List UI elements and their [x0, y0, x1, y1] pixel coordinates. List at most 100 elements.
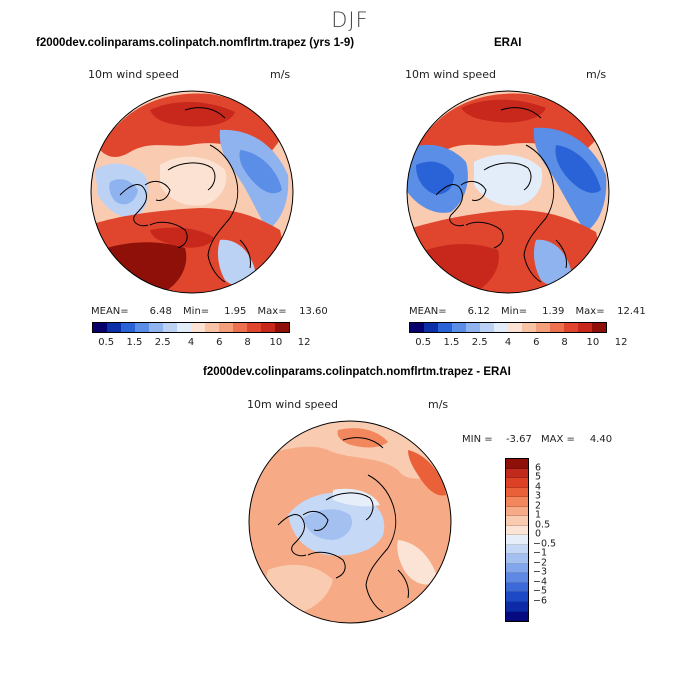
season-title: DJF	[331, 8, 369, 32]
diff-colorbar-tick-label: 1	[535, 509, 542, 521]
obs-colorbar-ticks: 0.5 1.5 2.5 4 6 8 10 12	[409, 337, 627, 351]
obs-colorbar-swatch	[508, 323, 522, 332]
diff-colorbar-swatch	[506, 459, 528, 469]
obs-colorbar-tick-label: 10	[586, 337, 600, 348]
obs-panel-title: ERAI	[494, 37, 522, 49]
model-colorbar-ticks: 0.5 1.5 2.5 4 6 8 10 12	[92, 337, 310, 351]
obs-colorbar-swatch	[536, 323, 550, 332]
diff-colorbar-swatch	[506, 582, 528, 593]
obs-colorbar-swatch	[410, 323, 424, 332]
model-field-siberia-lower	[239, 150, 282, 194]
diff-colorbar-tick-label: −4	[533, 576, 548, 588]
diff-variable-label: 10m wind speed	[247, 398, 338, 411]
diff-colorbar-swatch	[506, 592, 528, 602]
model-colorbar-swatch	[121, 323, 135, 332]
model-colorbar-swatch	[107, 323, 121, 332]
model-mean-label: MEAN=	[91, 306, 129, 317]
model-min-label: Min=	[183, 306, 210, 317]
diff-colorbar-swatch	[506, 535, 528, 545]
model-colorbar-tick-label: 4	[187, 337, 195, 348]
obs-stats: MEAN= 6.12 Min= 1.39 Max= 12.41	[409, 306, 646, 317]
obs-colorbar-swatch	[494, 323, 508, 332]
obs-colorbar-tick-label: 0.5	[415, 337, 432, 348]
obs-field-pacific-core	[461, 99, 546, 123]
obs-colorbar-swatch	[578, 323, 592, 332]
obs-mean-label: MEAN=	[409, 306, 447, 317]
diff-colorbar-tick-label: 2	[535, 500, 542, 512]
model-units-label: m/s	[270, 68, 291, 81]
obs-colorbar-tick-label: 6	[533, 337, 540, 348]
obs-colorbar-swatch	[522, 323, 536, 332]
diff-colorbar-ticks: 6 5 4 3 2 1 0.5 0 −0.5 −1 −2 −3 −4 −5 −6	[533, 458, 575, 622]
diff-colorbar-tick-label: −0.5	[533, 538, 557, 550]
obs-units-label: m/s	[586, 68, 607, 81]
model-colorbar-tick-label: 2.5	[154, 337, 171, 348]
model-mean-value: 6.48	[149, 306, 172, 317]
diff-colorbar-tick-label: 5	[535, 471, 542, 483]
model-colorbar-swatch	[219, 323, 233, 332]
obs-map-border	[406, 90, 610, 294]
model-polar-map	[90, 90, 294, 294]
diff-colorbar-swatch	[506, 478, 528, 488]
obs-field-arctic-pale	[474, 154, 543, 206]
model-colorbar-tick-label: 6	[216, 337, 223, 348]
obs-colorbar-tick-label: 4	[504, 337, 512, 348]
obs-colorbar-tick-label: 12	[614, 337, 628, 348]
diff-colorbar-swatch	[506, 544, 528, 555]
model-field-arctic-pale	[160, 156, 227, 206]
model-colorbar-swatch	[205, 323, 219, 332]
model-panel-title: f2000dev.colinparams.colinpatch.nomflrtm…	[36, 37, 355, 49]
obs-variable-label: 10m wind speed	[405, 68, 496, 81]
obs-colorbar-tick-label: 8	[561, 337, 568, 348]
model-colorbar-swatch	[135, 323, 149, 332]
obs-colorbar-swatch	[424, 323, 438, 332]
diff-colorbar-swatch	[506, 468, 528, 479]
model-colorbar-tick-label: 0.5	[98, 337, 115, 348]
model-map-border	[90, 90, 294, 294]
obs-max-label: Max=	[575, 306, 605, 317]
obs-field-canada-core	[416, 161, 454, 195]
model-field-atlantic-mid	[150, 227, 215, 248]
obs-max-value: 12.41	[617, 306, 646, 317]
obs-colorbar-swatch	[466, 323, 480, 332]
diff-colorbar-swatch	[506, 601, 528, 612]
diff-colorbar	[505, 458, 529, 622]
model-colorbar-tick-label: 1.5	[126, 337, 143, 348]
obs-colorbar-swatch	[480, 323, 494, 332]
obs-min-value: 1.39	[542, 306, 565, 317]
diff-colorbar-swatch	[506, 525, 528, 536]
diff-colorbar-tick-label: −1	[533, 547, 548, 559]
model-field-atlantic-core	[91, 242, 187, 293]
model-stats: MEAN= 6.48 Min= 1.95 Max= 13.60	[91, 306, 328, 317]
obs-colorbar-swatch	[564, 323, 578, 332]
obs-colorbar-tick-label: 2.5	[471, 337, 488, 348]
model-colorbar-swatch	[233, 323, 247, 332]
obs-colorbar-swatch	[592, 323, 606, 332]
model-max-label: Max=	[257, 306, 287, 317]
model-colorbar-swatch	[149, 323, 163, 332]
model-colorbar-swatch	[247, 323, 261, 332]
diff-colorbar-tick-label: 3	[535, 490, 542, 502]
diff-stats: MIN = -3.67 MAX = 4.40	[462, 434, 612, 445]
diff-field-east-strong	[408, 450, 446, 496]
diff-colorbar-swatch	[506, 497, 528, 507]
model-min-value: 1.95	[224, 306, 247, 317]
model-colorbar-tick-label: 8	[244, 337, 251, 348]
diff-min-value: -3.67	[505, 434, 532, 445]
diff-min-label: MIN =	[462, 434, 493, 445]
model-colorbar-swatch	[177, 323, 191, 332]
diff-field-central-neg-core	[303, 509, 353, 540]
obs-colorbar-tick-label: 1.5	[443, 337, 460, 348]
obs-colorbar	[409, 322, 607, 333]
obs-colorbar-swatch	[550, 323, 564, 332]
model-colorbar-swatch	[275, 323, 289, 332]
obs-colorbar-swatch	[438, 323, 452, 332]
diff-colorbar-tick-label: 0	[535, 528, 542, 540]
model-colorbar-swatch	[93, 323, 107, 332]
diff-colorbar-swatch	[506, 516, 528, 526]
model-colorbar-swatch	[163, 323, 177, 332]
diff-max-label: MAX =	[541, 434, 575, 445]
obs-min-label: Min=	[501, 306, 528, 317]
model-colorbar	[92, 322, 290, 333]
diff-max-value: 4.40	[589, 434, 613, 445]
